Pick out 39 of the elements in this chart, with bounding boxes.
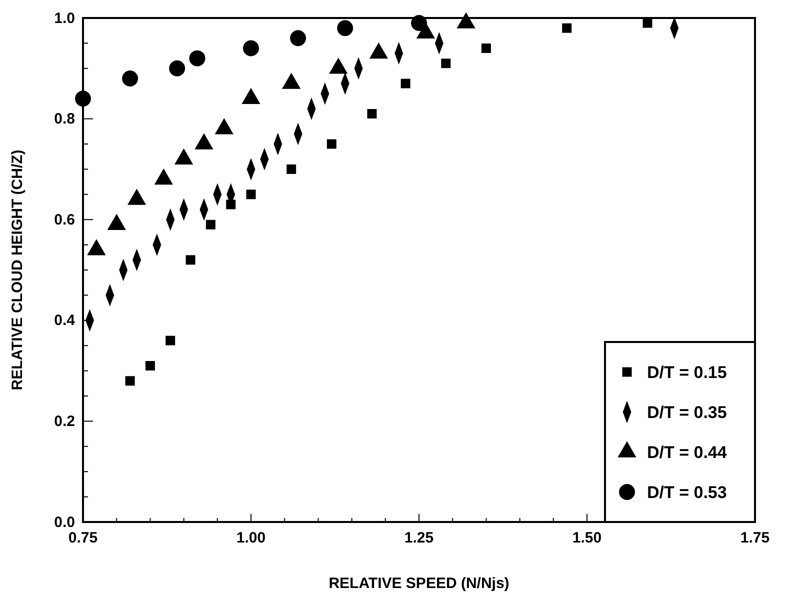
x-tick-label: 1.50	[572, 530, 602, 547]
point	[441, 58, 451, 68]
legend-label: D/T = 0.44	[647, 443, 728, 462]
point	[75, 90, 91, 107]
point	[246, 190, 256, 200]
point	[206, 220, 216, 230]
point	[481, 43, 491, 53]
point	[562, 23, 572, 33]
point	[169, 60, 186, 76]
y-tick-label: 0.4	[54, 312, 76, 330]
point	[367, 109, 377, 119]
point	[290, 30, 306, 46]
point	[642, 18, 652, 28]
x-axis-title: RELATIVE SPEED (N/Njs)	[328, 575, 510, 592]
point	[411, 15, 427, 32]
point	[186, 255, 196, 265]
x-tick-label: 1.75	[740, 530, 770, 547]
y-tick-label: 0.2	[54, 413, 75, 430]
point	[286, 164, 296, 174]
point	[326, 139, 336, 149]
legend-label: D/T = 0.15	[647, 363, 727, 382]
point	[337, 20, 354, 36]
y-tick-label: 0.8	[54, 110, 75, 128]
x-tick-label: 0.75	[68, 530, 98, 547]
point	[243, 40, 259, 56]
y-tick-label: 0.6	[54, 211, 75, 228]
point	[145, 361, 155, 371]
y-tick-label: 1.0	[54, 10, 75, 27]
x-tick-label: 1.00	[236, 530, 266, 547]
legend-label: D/T = 0.35	[647, 403, 727, 422]
legend-label: D/T = 0.53	[647, 483, 727, 502]
x-tick-label: 1.25	[404, 530, 434, 547]
y-axis-title: RELATIVE CLOUD HEIGHT (CH/Z)	[9, 150, 26, 390]
point	[400, 78, 410, 88]
point	[189, 50, 206, 66]
point	[125, 376, 135, 386]
y-tick-label: 0.0	[54, 514, 75, 531]
point	[122, 70, 138, 86]
point	[166, 336, 176, 346]
